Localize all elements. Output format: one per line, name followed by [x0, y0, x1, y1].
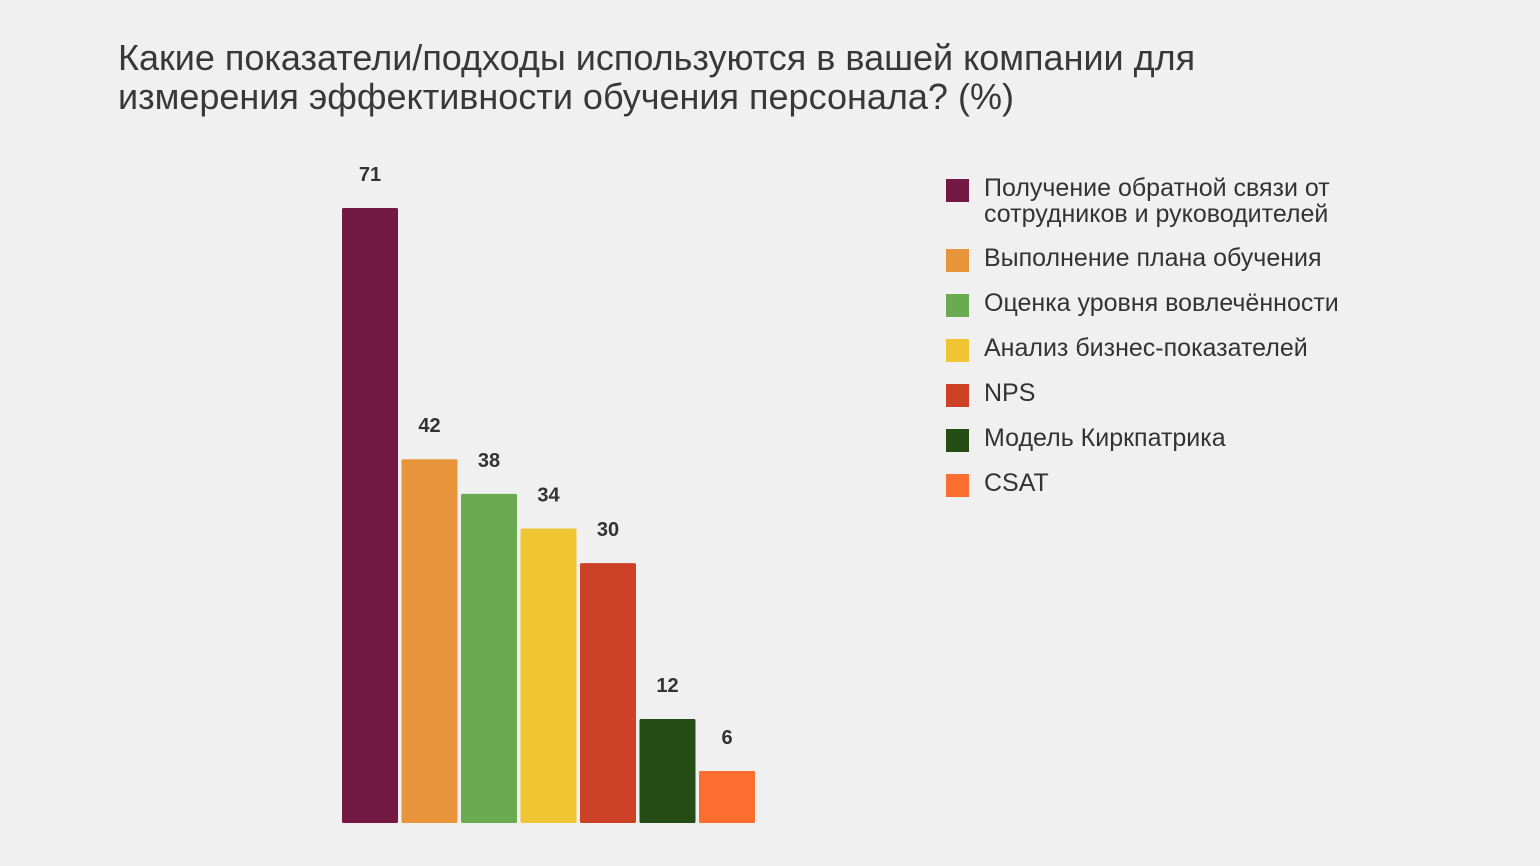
bar-value-label: 12: [656, 675, 678, 697]
bar-value-label: 6: [721, 727, 732, 749]
bar-1: [342, 208, 398, 823]
legend-item: NPS: [946, 380, 1366, 407]
legend-item: Модель Киркпатрика: [946, 425, 1366, 452]
bar-5: [580, 563, 636, 823]
legend-item: CSAT: [946, 470, 1366, 497]
bar-4: [520, 528, 577, 823]
legend-swatch: [946, 429, 969, 452]
bar-value-label: 71: [359, 164, 381, 186]
legend-swatch: [946, 294, 969, 317]
bar-7: [699, 771, 755, 823]
chart-title: Какие показатели/подходы используются в …: [118, 37, 1196, 117]
legend-swatch: [946, 179, 969, 202]
legend-swatch: [946, 249, 969, 272]
legend-item: Получение обратной связи от сотрудников …: [946, 175, 1366, 227]
legend-swatch: [946, 384, 969, 407]
legend-label: CSAT: [984, 469, 1049, 497]
bar-chart: 71 42 38 34 30 12 6: [342, 164, 755, 823]
chart-legend: Получение обратной связи от сотрудников …: [946, 175, 1366, 515]
bar-6: [639, 719, 696, 823]
legend-label: Выполнение плана обучения: [984, 244, 1322, 272]
legend-label: Получение обратной связи от сотрудников …: [984, 174, 1330, 228]
legend-swatch: [946, 339, 969, 362]
legend-item: Оценка уровня вовлечённости: [946, 290, 1366, 317]
bar-3: [461, 493, 517, 823]
bar-value-label: 42: [418, 415, 440, 437]
legend-swatch: [946, 474, 969, 497]
bar-value-label: 34: [537, 484, 560, 506]
bar-2: [401, 459, 458, 823]
legend-label: Модель Киркпатрика: [984, 424, 1226, 452]
legend-label: NPS: [984, 379, 1036, 407]
legend-label: Оценка уровня вовлечённости: [984, 289, 1339, 317]
bar-value-label: 38: [478, 450, 500, 472]
legend-item: Выполнение плана обучения: [946, 245, 1366, 272]
bar-value-label: 30: [597, 519, 619, 541]
legend-label: Анализ бизнес-показателей: [984, 334, 1308, 362]
legend-item: Анализ бизнес-показателей: [946, 335, 1366, 362]
